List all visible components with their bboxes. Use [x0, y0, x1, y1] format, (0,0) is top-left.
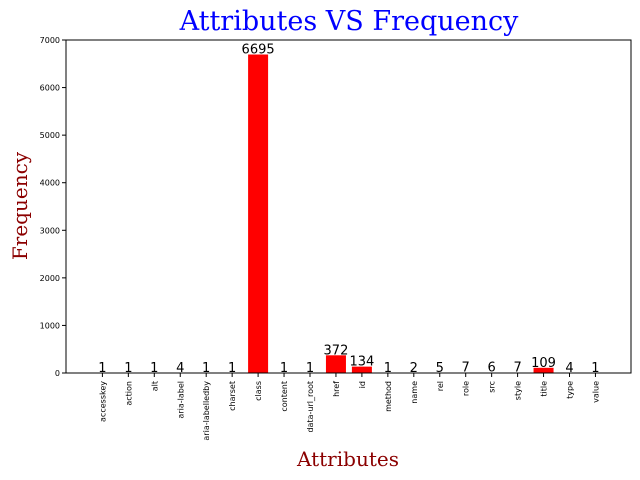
- x-tick-label: value: [591, 381, 600, 403]
- x-axis: accesskey action alt aria-label aria-labelle…: [98, 373, 600, 441]
- chart-title: Attributes VS Frequency: [179, 6, 520, 37]
- x-tick-label: src: [488, 381, 497, 393]
- data-label: 6: [488, 361, 496, 376]
- data-label: 372: [324, 343, 349, 358]
- y-tick-label: 5000: [40, 131, 60, 140]
- y-tick-label: 3000: [40, 226, 60, 235]
- data-label: 7: [462, 361, 470, 376]
- x-tick-label: name: [410, 381, 419, 404]
- y-tick-label: 2000: [40, 274, 60, 283]
- y-tick-label: 0: [55, 369, 60, 378]
- y-axis: 0 1000 2000 3000 4000 5000 6000 7000: [40, 36, 66, 378]
- x-tick-label: href: [332, 381, 341, 397]
- data-label: 1: [202, 361, 210, 376]
- data-label: 4: [176, 361, 184, 376]
- y-tick-label: 4000: [40, 179, 60, 188]
- x-tick-label: title: [540, 381, 549, 397]
- data-label: 134: [349, 355, 374, 370]
- x-tick-label: role: [462, 381, 471, 396]
- data-label: 1: [591, 361, 599, 376]
- data-label: 1: [150, 361, 158, 376]
- bar: [325, 355, 346, 373]
- bars-group: [92, 54, 606, 374]
- x-tick-label: rel: [436, 381, 445, 391]
- x-tick-label: accesskey: [98, 381, 107, 422]
- y-tick-label: 7000: [40, 36, 60, 45]
- y-tick-label: 1000: [40, 321, 60, 330]
- data-label: 1: [280, 361, 288, 376]
- x-tick-label: charset: [228, 381, 237, 411]
- x-tick-label: type: [566, 381, 575, 399]
- data-label: 7: [513, 361, 521, 376]
- x-axis-label: Attributes: [296, 447, 399, 471]
- data-label: 1: [384, 361, 392, 376]
- x-tick-label: action: [124, 381, 133, 406]
- y-axis-label: Frequency: [8, 151, 32, 260]
- x-tick-label: method: [384, 381, 393, 412]
- plot-frame: [65, 39, 632, 374]
- bar: [533, 367, 554, 373]
- bar: [351, 366, 372, 373]
- x-tick-label: class: [254, 381, 263, 401]
- x-tick-label: aria-label: [176, 381, 185, 419]
- data-label: 1: [98, 361, 106, 376]
- data-label: 6695: [242, 43, 275, 58]
- x-tick-label: data-url_root: [306, 381, 315, 433]
- data-label: 4: [565, 361, 573, 376]
- data-label: 109: [531, 356, 556, 371]
- x-tick-label: style: [514, 381, 523, 400]
- bar: [248, 54, 269, 374]
- x-tick-label: id: [358, 381, 367, 388]
- data-label: 5: [436, 361, 444, 376]
- x-tick-label: aria-labelledby: [202, 381, 211, 441]
- data-label: 1: [306, 361, 314, 376]
- x-tick-label: alt: [150, 381, 159, 391]
- y-tick-label: 6000: [40, 84, 60, 93]
- data-label: 1: [124, 361, 132, 376]
- data-label: 2: [410, 361, 418, 376]
- x-tick-label: content: [280, 381, 289, 412]
- data-label: 1: [228, 361, 236, 376]
